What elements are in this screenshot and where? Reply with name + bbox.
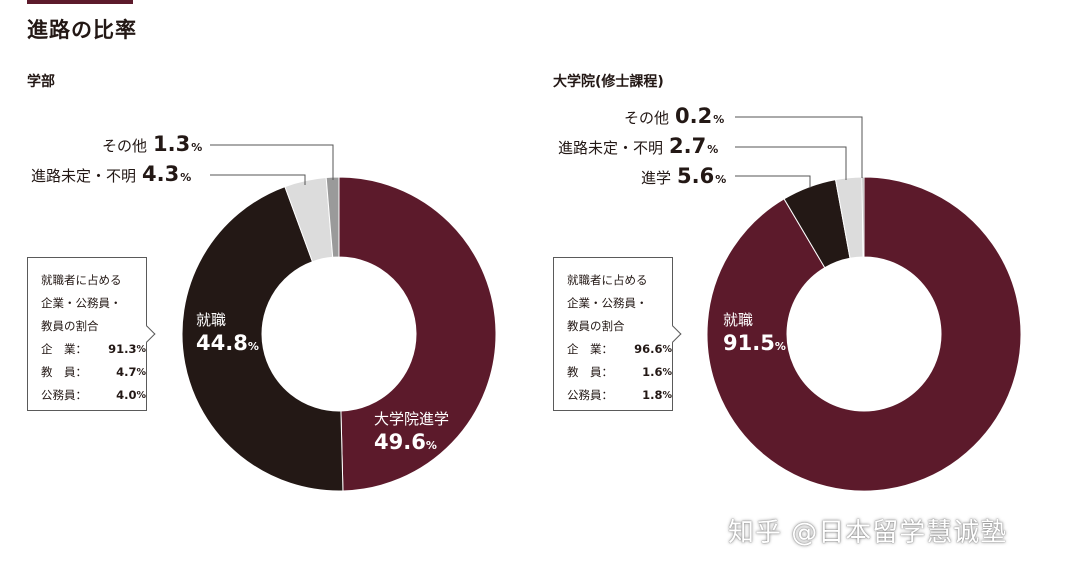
- leader-line-undecided-undergrad: [210, 174, 306, 185]
- breakdown-title: 教員の割合: [41, 319, 99, 333]
- chart-title-graduate: 大学院(修士課程): [553, 74, 664, 90]
- employment-breakdown-box-undergrad: 就職者に占める 企業・公務員・ 教員の割合 企 業： 91.3% 教 員： 4.7%…: [27, 257, 147, 411]
- donut-slice-0-1: [181, 185, 344, 492]
- slice-label-other-undergrad: その他 1.3%: [102, 132, 203, 156]
- leader-line-other-undergrad: [210, 144, 334, 180]
- breakdown-title: 企業・公務員・: [567, 296, 648, 310]
- title-accent-bar: [27, 0, 133, 4]
- chart-title-undergrad: 学部: [27, 74, 55, 90]
- watermark: 知乎 @日本留学慧诚塾: [728, 518, 1008, 548]
- slice-label-grad-school-undergrad: 大学院進学 49.6%: [374, 410, 450, 454]
- slice-label-undecided-graduate: 進路未定・不明 2.7%: [558, 134, 719, 158]
- donut-slice-1-3: [861, 176, 865, 258]
- breakdown-row-company: 企 業： 91.3%: [41, 342, 146, 356]
- slice-label-undecided-undergrad: 進路未定・不明 4.3%: [31, 162, 192, 186]
- breakdown-title: 企業・公務員・: [41, 296, 122, 310]
- donut-undergrad: [181, 176, 497, 492]
- breakdown-title: 教員の割合: [567, 319, 625, 333]
- leader-line-other-graduate: [735, 116, 863, 178]
- breakdown-row-civil-servant: 公務員： 1.8%: [567, 388, 672, 402]
- leader-line-undecided-graduate: [735, 146, 847, 180]
- employment-breakdown-box-graduate: 就職者に占める 企業・公務員・ 教員の割合 企 業： 96.6% 教 員： 1.6%…: [553, 257, 673, 411]
- donut-graduate: [706, 176, 1022, 492]
- slice-label-employment-undergrad: 就職 44.8%: [196, 311, 259, 355]
- breakdown-row-company: 企 業： 96.6%: [567, 342, 672, 356]
- breakdown-title: 就職者に占める: [41, 273, 122, 287]
- page-title: 進路の比率: [27, 18, 137, 42]
- donut-slice-1-0: [706, 176, 1022, 492]
- donut-slice-0-0: [338, 176, 497, 492]
- breakdown-row-teacher: 教 員： 1.6%: [567, 365, 672, 379]
- slice-label-employment-graduate: 就職 91.5%: [723, 311, 786, 355]
- breakdown-title: 就職者に占める: [567, 273, 648, 287]
- donut-slice-0-3: [325, 176, 340, 258]
- breakdown-row-teacher: 教 員： 4.7%: [41, 365, 146, 379]
- slice-label-other-graduate: その他 0.2%: [624, 104, 725, 128]
- breakdown-row-civil-servant: 公務員： 4.0%: [41, 388, 146, 402]
- slice-label-further-study-graduate: 進学 5.6%: [641, 164, 727, 188]
- leader-line-further-study-graduate: [735, 175, 811, 188]
